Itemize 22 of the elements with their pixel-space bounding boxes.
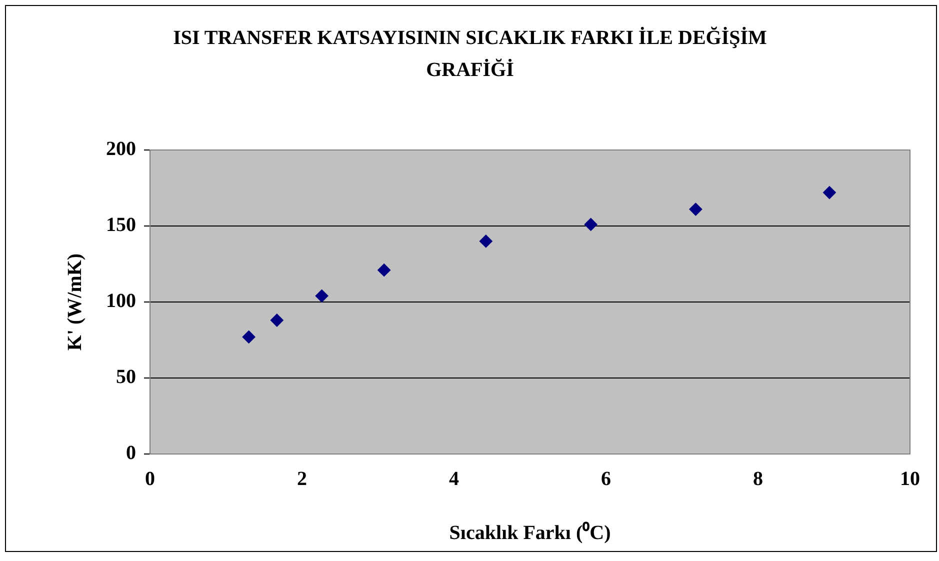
y-tick-label: 150 (106, 214, 136, 236)
x-tick-label: 10 (900, 468, 920, 490)
y-tick-label: 200 (106, 138, 136, 160)
point (584, 218, 598, 231)
point (315, 289, 328, 302)
x-tick-label: 4 (449, 468, 459, 490)
x-tick-label: 6 (601, 468, 611, 490)
x-tick-label: 0 (145, 468, 155, 490)
x-tick-label: 8 (753, 468, 763, 490)
x-tick-label: 2 (297, 468, 307, 490)
y-tick-label: 50 (116, 366, 136, 388)
point (822, 186, 836, 200)
point (479, 234, 492, 248)
y-tick-label: 100 (106, 290, 136, 312)
point (242, 330, 256, 344)
y-axis-title: K' (W/mK) (64, 253, 86, 351)
point (270, 314, 284, 327)
x-axis-title: Sıcaklık Farkı (⁰C) (449, 521, 611, 544)
point (689, 202, 702, 216)
chart-title: ISI TRANSFER KATSAYISININ SICAKLIK FARKI İLE DEĞİŞİM GRAFİĞİ (172, 26, 768, 83)
point (378, 264, 391, 277)
y-tick-label: 0 (126, 442, 136, 464)
